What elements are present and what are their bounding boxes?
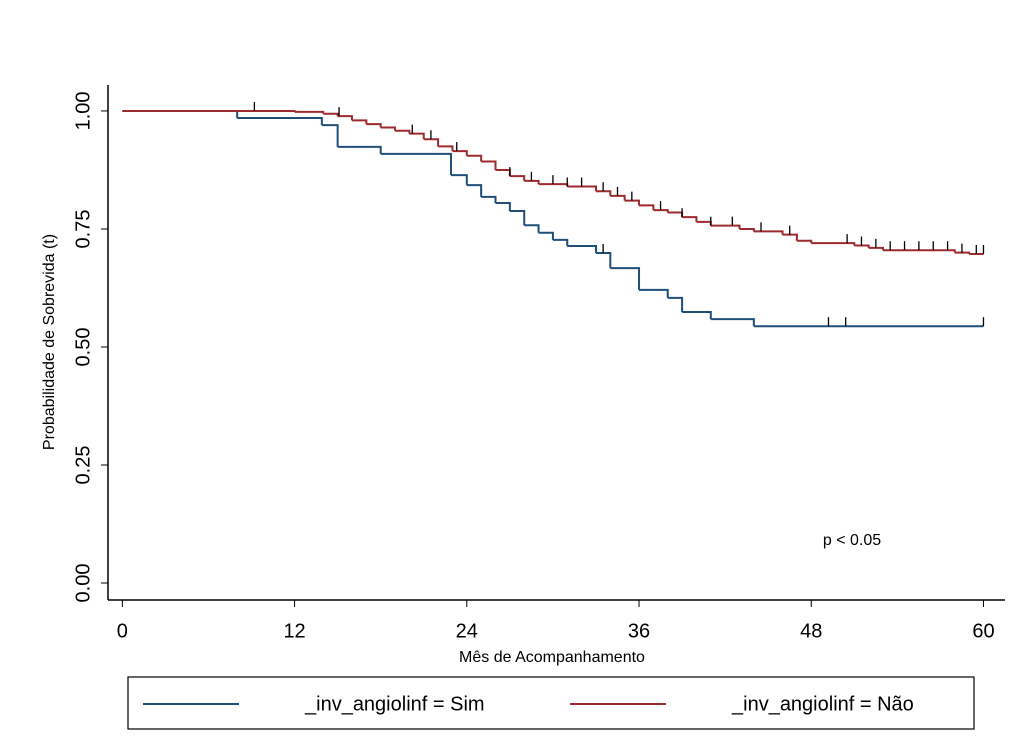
survival-step — [495, 168, 511, 177]
x-tick-label: 48 — [800, 620, 822, 642]
y-tick-label: 0.50 — [72, 328, 94, 367]
survival-step — [739, 227, 755, 232]
survival-step — [753, 230, 784, 235]
survival-step — [122, 109, 296, 112]
survival-step — [639, 288, 669, 298]
survival-step — [710, 224, 741, 229]
y-axis-title: Probabilidade de Sobrevida (t) — [41, 234, 58, 450]
survival-step — [639, 204, 655, 211]
survival-step — [509, 175, 526, 181]
y-tick-label: 0.00 — [72, 564, 94, 603]
title-box — [405, 38, 717, 84]
survival-step — [395, 129, 411, 134]
y-tick-label: 0.25 — [72, 446, 94, 485]
survival-step — [868, 246, 885, 251]
survival-step — [667, 211, 684, 218]
survival-step — [452, 150, 468, 156]
legend — [127, 676, 975, 730]
survival-step — [567, 185, 597, 192]
survival-step — [811, 242, 856, 246]
survival-step — [538, 231, 554, 240]
survival-step — [538, 183, 569, 187]
survival-step — [451, 174, 468, 186]
survival-step — [524, 224, 540, 233]
survival-step — [409, 132, 425, 140]
survival-step — [782, 233, 798, 241]
survival-step — [653, 209, 669, 213]
survival-step — [854, 244, 870, 248]
survival-step — [610, 267, 641, 290]
survival-step — [624, 199, 641, 206]
survival-step — [552, 238, 569, 246]
survival-step — [337, 115, 353, 121]
survival-step — [954, 251, 971, 254]
survival-step — [696, 220, 712, 226]
survival-step — [380, 152, 453, 176]
survival-step — [323, 112, 339, 117]
survival-step — [667, 296, 684, 313]
survival-step — [294, 110, 325, 114]
survival-step — [567, 244, 597, 254]
survival-step — [509, 210, 526, 226]
survival-step — [595, 190, 612, 196]
survival-step — [610, 194, 626, 201]
y-tick-label: 0.75 — [72, 210, 94, 249]
survival-step — [682, 216, 698, 222]
survival-step — [321, 124, 339, 147]
survival-step — [710, 318, 755, 327]
survival-step — [380, 126, 397, 131]
x-tick-label: 60 — [972, 620, 994, 642]
legend-label: _inv_angiolinf = Não — [731, 693, 914, 715]
survival-step — [466, 184, 483, 197]
y-tick-label: 1.00 — [72, 91, 94, 130]
survival-step — [366, 123, 382, 128]
survival-step — [122, 109, 239, 119]
survival-step — [682, 311, 712, 320]
survival-step — [481, 160, 497, 170]
survival-step — [883, 249, 956, 253]
survival-step — [595, 252, 612, 269]
x-tick-label: 36 — [628, 620, 650, 642]
survival-step — [466, 154, 483, 162]
survival-step — [337, 145, 382, 154]
x-tick-label: 24 — [456, 620, 478, 642]
survival-step — [423, 138, 440, 147]
annotation: p < 0.05 — [823, 532, 881, 549]
survival-step — [495, 202, 511, 212]
x-axis-title: Mês de Acompanhamento — [459, 649, 645, 666]
legend-label: _inv_angiolinf = Sim — [304, 693, 485, 715]
x-tick-label: 0 — [117, 620, 128, 642]
survival-step — [351, 119, 368, 125]
survival-step — [524, 179, 540, 185]
survival-step — [438, 145, 454, 152]
x-tick-label: 12 — [283, 620, 305, 642]
survival-step — [237, 117, 323, 126]
survival-step — [796, 239, 813, 244]
survival-step — [481, 195, 497, 204]
